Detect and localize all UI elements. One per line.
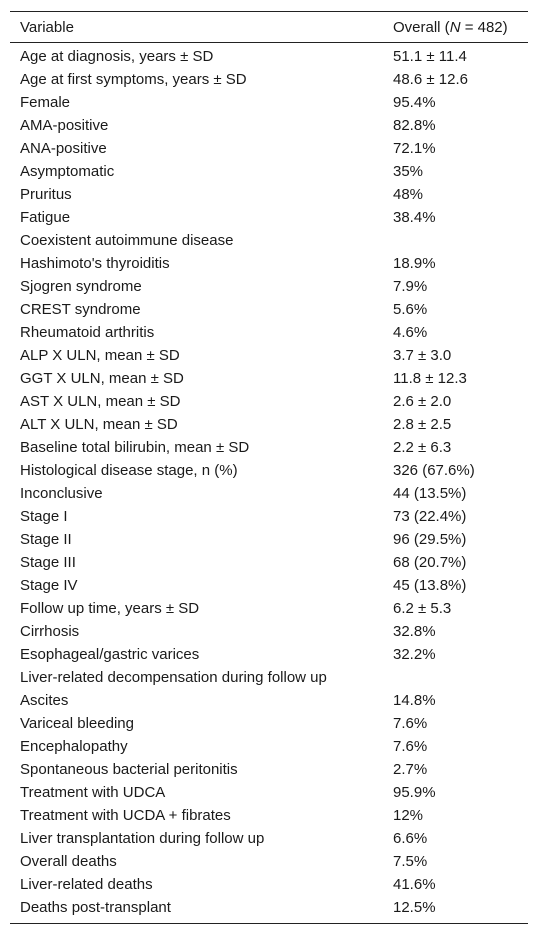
- row-value: 7.9%: [393, 278, 428, 295]
- bottom-rule: [10, 923, 528, 924]
- row-label: Cirrhosis: [20, 623, 80, 640]
- row-label: Encephalopathy: [20, 738, 128, 755]
- header-text: = 482): [460, 19, 508, 36]
- row-value: 48.6 ± 12.6: [393, 71, 468, 88]
- row-value: 14.8%: [393, 692, 436, 709]
- row-label: ALP X ULN, mean ± SD: [20, 347, 180, 364]
- row-value: 72.1%: [393, 140, 436, 157]
- row-value: 82.8%: [393, 117, 436, 134]
- row-label: Liver-related deaths: [20, 876, 153, 893]
- row-label: Pruritus: [20, 186, 72, 203]
- row-value: 6.6%: [393, 830, 428, 847]
- row-label: Esophageal/gastric varices: [20, 646, 200, 663]
- row-value: 12%: [393, 807, 424, 824]
- row-label: Inconclusive: [20, 485, 103, 502]
- header-cell: Variable: [20, 19, 74, 36]
- row-label: Age at diagnosis, years ± SD: [20, 48, 214, 65]
- row-value: 48%: [393, 186, 424, 203]
- row-label: Hashimoto's thyroiditis: [20, 255, 170, 272]
- row-label: Fatigue: [20, 209, 71, 226]
- row-value: 95.4%: [393, 94, 436, 111]
- row-value: 95.9%: [393, 784, 436, 801]
- row-value: 41.6%: [393, 876, 436, 893]
- row-label: Follow up time, years ± SD: [20, 600, 200, 617]
- header-rule: [10, 42, 528, 43]
- row-label: Spontaneous bacterial peritonitis: [20, 761, 238, 778]
- row-value: 7.5%: [393, 853, 428, 870]
- row-label: Stage II: [20, 531, 72, 548]
- row-label: Age at first symptoms, years ± SD: [20, 71, 247, 88]
- row-value: 7.6%: [393, 715, 428, 732]
- row-label: AST X ULN, mean ± SD: [20, 393, 181, 410]
- row-label: Deaths post-transplant: [20, 899, 171, 916]
- row-value: 68 (20.7%): [393, 554, 467, 571]
- row-value: 2.7%: [393, 761, 428, 778]
- row-label: Stage III: [20, 554, 76, 571]
- row-label: Ascites: [20, 692, 69, 709]
- row-label: Asymptomatic: [20, 163, 115, 180]
- row-label: Treatment with UCDA + fibrates: [20, 807, 231, 824]
- row-value: 11.8 ± 12.3: [393, 370, 467, 387]
- row-label: Baseline total bilirubin, mean ± SD: [20, 439, 250, 456]
- row-value: 96 (29.5%): [393, 531, 467, 548]
- row-value: 5.6%: [393, 301, 428, 318]
- row-value: 326 (67.6%): [393, 462, 475, 479]
- row-value: 18.9%: [393, 255, 436, 272]
- row-label: Coexistent autoimmune disease: [20, 232, 234, 249]
- row-label: ANA-positive: [20, 140, 107, 157]
- row-label: GGT X ULN, mean ± SD: [20, 370, 184, 387]
- row-label: ALT X ULN, mean ± SD: [20, 416, 178, 433]
- row-value: 44 (13.5%): [393, 485, 467, 502]
- row-value: 2.2 ± 6.3: [393, 439, 452, 456]
- row-label: CREST syndrome: [20, 301, 141, 318]
- row-label: Stage I: [20, 508, 68, 525]
- row-label: Variceal bleeding: [20, 715, 134, 732]
- row-value: 51.1 ± 11.4: [393, 48, 467, 65]
- row-value: 73 (22.4%): [393, 508, 467, 525]
- row-value: 45 (13.8%): [393, 577, 467, 594]
- row-value: 32.8%: [393, 623, 436, 640]
- row-value: 3.7 ± 3.0: [393, 347, 452, 364]
- row-value: 7.6%: [393, 738, 428, 755]
- header-text: Overall (: [393, 19, 450, 36]
- row-value: 2.6 ± 2.0: [393, 393, 452, 410]
- row-label: Liver transplantation during follow up: [20, 830, 265, 847]
- row-value: 4.6%: [393, 324, 428, 341]
- row-label: Overall deaths: [20, 853, 117, 870]
- row-label: Rheumatoid arthritis: [20, 324, 155, 341]
- row-label: Stage IV: [20, 577, 78, 594]
- row-label: Histological disease stage, n (%): [20, 462, 238, 479]
- row-label: Liver-related decompensation during foll…: [20, 669, 327, 686]
- row-value: 12.5%: [393, 899, 436, 916]
- row-value: 38.4%: [393, 209, 436, 226]
- header-cell: Overall (N = 482): [393, 16, 508, 39]
- row-value: 6.2 ± 5.3: [393, 600, 452, 617]
- row-label: Female: [20, 94, 71, 111]
- row-value: 35%: [393, 163, 424, 180]
- row-label: AMA-positive: [20, 117, 109, 134]
- top-rule: [10, 11, 528, 12]
- row-label: Sjogren syndrome: [20, 278, 142, 295]
- header-n: N: [449, 19, 461, 36]
- row-value: 2.8 ± 2.5: [393, 416, 452, 433]
- row-label: Treatment with UDCA: [20, 784, 166, 801]
- row-value: 32.2%: [393, 646, 436, 663]
